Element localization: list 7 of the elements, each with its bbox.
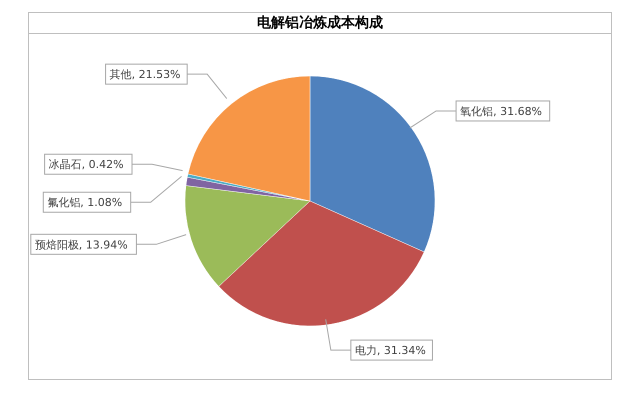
- slice-label: 预焙阳极, 13.94%: [34, 238, 128, 252]
- slice-label: 电力, 31.34%: [354, 344, 426, 358]
- chart-title: 电解铝冶炼成本构成: [29, 13, 611, 34]
- slice-label: 氧化铝, 31.68%: [460, 104, 542, 118]
- slice-label: 其他, 21.53%: [110, 68, 181, 82]
- slice-label: 冰晶石, 0.42%: [48, 158, 124, 172]
- slice-label: 氟化铝, 1.08%: [47, 196, 122, 210]
